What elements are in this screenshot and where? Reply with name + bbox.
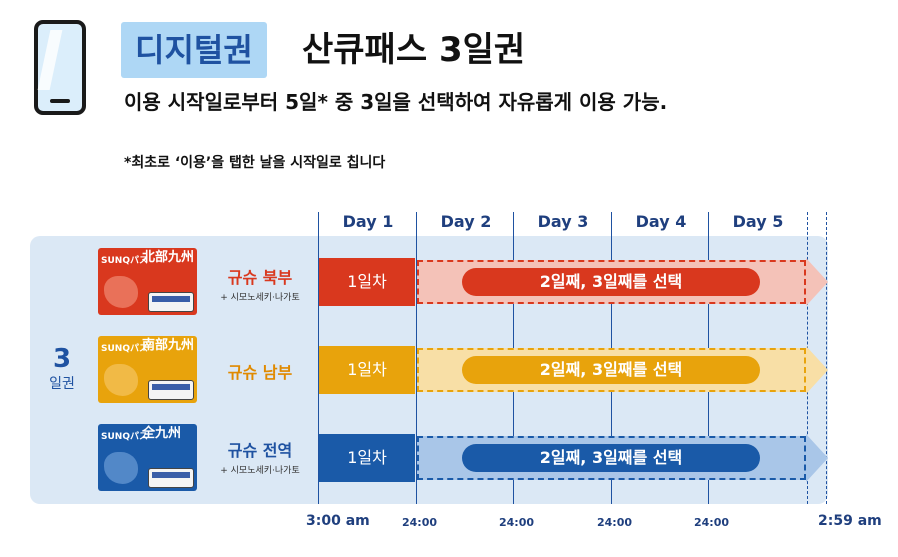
pass-length-label: 3 일권 <box>42 345 82 393</box>
day-4-label: Day 4 <box>635 212 687 231</box>
pass-region-label: 全九州 <box>142 426 182 441</box>
row-subtext: + 시모노세키·나가토 <box>220 293 300 303</box>
kyushu-map-icon <box>104 452 138 484</box>
day-divider <box>318 212 319 504</box>
bus-icon <box>148 380 194 400</box>
start-time-label: 3:00 am <box>306 513 370 529</box>
first-day-block: 1일차 <box>319 346 415 394</box>
arrow-head <box>806 258 828 306</box>
digital-pass-badge: 디지털권 <box>121 22 267 78</box>
midnight-label: 24:00 <box>597 516 633 529</box>
row-name: 규슈 전역 <box>227 441 293 460</box>
first-day-block: 1일차 <box>319 258 415 306</box>
kyushu-map-icon <box>104 364 138 396</box>
sunq-logo: SUNQパス <box>101 344 148 354</box>
bus-icon <box>148 468 194 488</box>
day-1-label: Day 1 <box>342 212 394 231</box>
sunq-logo: SUNQパス <box>101 432 148 442</box>
midnight-label: 24:00 <box>402 516 438 529</box>
midnight-label: 24:00 <box>694 516 730 529</box>
screen-shine <box>37 30 63 90</box>
page-title: 산큐패스 3일권 <box>302 30 526 70</box>
home-bar <box>50 99 70 103</box>
day-5-label: Day 5 <box>732 212 784 231</box>
pass-length-number: 3 <box>52 344 72 374</box>
smartphone-icon <box>34 20 86 115</box>
row-subtext: + 시모노세키·나가토 <box>220 466 300 476</box>
selection-pill: 2일째, 3일째를 선택 <box>462 444 760 472</box>
arrow-head <box>806 434 828 482</box>
midnight-label: 24:00 <box>499 516 535 529</box>
row-name: 규슈 남부 <box>227 363 293 382</box>
arrow-head <box>806 346 828 394</box>
row-name: 규슈 북부 <box>227 268 293 287</box>
pass-length-unit: 일권 <box>49 376 75 392</box>
pass-region-label: 南部九州 <box>142 338 195 353</box>
bus-icon <box>148 292 194 312</box>
day-2-label: Day 2 <box>440 212 492 231</box>
page-subtitle: 이용 시작일로부터 5일* 중 3일을 선택하여 자유롭게 이용 가능. <box>124 90 668 114</box>
selection-pill: 2일째, 3일째를 선택 <box>462 356 760 384</box>
day-3-label: Day 3 <box>537 212 589 231</box>
first-day-block: 1일차 <box>319 434 415 482</box>
day-divider <box>416 212 417 504</box>
end-time-label: 2:59 am <box>818 513 882 529</box>
kyushu-map-icon <box>104 276 138 308</box>
all-kyushu-pass-card: SUNQパス 全九州 <box>98 424 197 491</box>
south-kyushu-pass-card: SUNQパス 南部九州 <box>98 336 197 403</box>
sunq-logo: SUNQパス <box>101 256 148 266</box>
selection-pill: 2일째, 3일째를 선택 <box>462 268 760 296</box>
start-day-note: *최초로 ‘이용’을 탭한 날을 시작일로 칩니다 <box>124 155 386 171</box>
north-kyushu-pass-card: SUNQパス 北部九州 <box>98 248 197 315</box>
pass-region-label: 北部九州 <box>142 250 195 265</box>
